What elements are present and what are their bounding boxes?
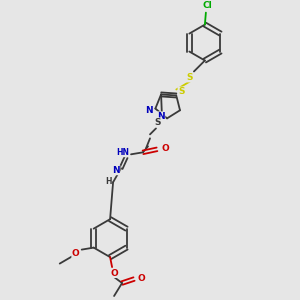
Text: N: N: [157, 112, 165, 121]
Text: S: S: [155, 118, 161, 127]
Text: S: S: [187, 73, 193, 82]
Text: O: O: [161, 144, 169, 153]
Text: N: N: [112, 166, 120, 175]
Text: O: O: [110, 268, 118, 278]
Text: O: O: [137, 274, 145, 283]
Text: O: O: [72, 249, 80, 258]
Text: H: H: [105, 177, 111, 186]
Text: Cl: Cl: [202, 1, 212, 10]
Text: S: S: [178, 87, 184, 96]
Text: HN: HN: [117, 148, 130, 157]
Text: N: N: [146, 106, 153, 115]
